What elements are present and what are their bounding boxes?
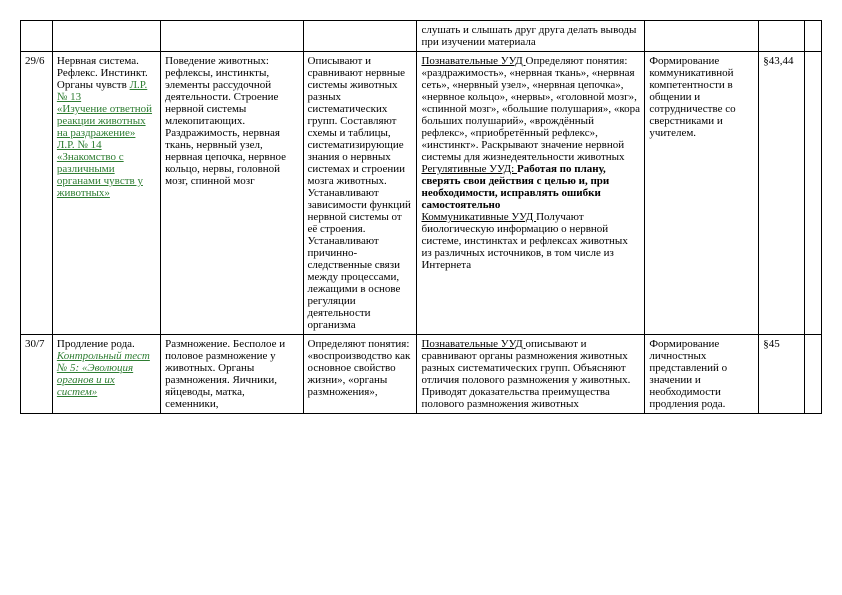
test-link[interactable]: Контрольный тест № 5: «Эволюция органов … <box>57 350 150 398</box>
activity-cell: Определяют понятия: «воспроизводство как… <box>303 335 417 414</box>
curriculum-table: слушать и слышать друг друга делать выво… <box>20 20 822 414</box>
table-row: 29/6 Нервная система. Рефлекс. Инстинкт.… <box>21 52 822 335</box>
uud-label: Регулятивные УУД: <box>421 163 517 175</box>
uud-cell: Познавательные УУД описывают и сравниваю… <box>417 335 645 414</box>
uud-cell: слушать и слышать друг друга делать выво… <box>417 21 645 52</box>
lesson-number: 30/7 <box>21 335 53 414</box>
table-row: 30/7 Продление рода. Контрольный тест № … <box>21 335 822 414</box>
lesson-number: 29/6 <box>21 52 53 335</box>
lab-link[interactable]: Л.Р. № 14 <box>57 139 102 151</box>
lab-link[interactable]: «Знакомство с различными органами чувств… <box>57 151 143 199</box>
content-cell: Поведение животных: рефлексы, инстинкты,… <box>161 52 303 335</box>
content-cell: Размножение. Бесполое и половое размноже… <box>161 335 303 414</box>
uud-label: Познавательные УУД <box>421 55 525 67</box>
paragraph-cell: §45 <box>759 335 805 414</box>
topic-cell: Продление рода. Контрольный тест № 5: «Э… <box>52 335 160 414</box>
paragraph-cell: §43,44 <box>759 52 805 335</box>
topic-cell: Нервная система. Рефлекс. Инстинкт. Орга… <box>52 52 160 335</box>
uud-cell: Познавательные УУД Определяют понятия: «… <box>417 52 645 335</box>
personal-cell: Формирование личностных представлений о … <box>645 335 759 414</box>
activity-cell: Описывают и сравнивают нервные системы ж… <box>303 52 417 335</box>
table-row: слушать и слышать друг друга делать выво… <box>21 21 822 52</box>
uud-label: Познавательные УУД <box>421 338 525 350</box>
personal-cell: Формирование коммуникативной компетентно… <box>645 52 759 335</box>
lab-link[interactable]: «Изучение ответной реакции животных на р… <box>57 103 152 139</box>
uud-label: Коммуникативные УУД <box>421 211 536 223</box>
